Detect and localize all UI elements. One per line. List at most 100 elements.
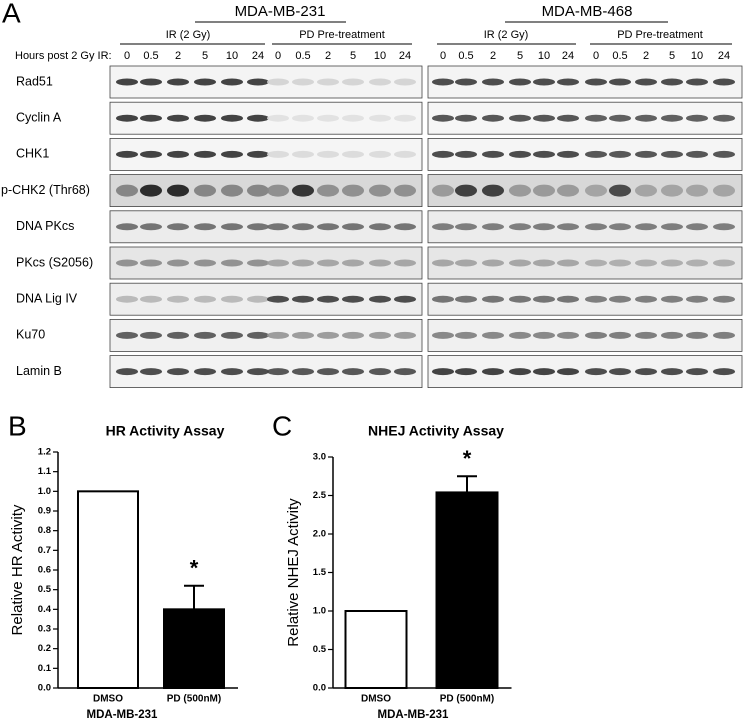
bar [77,490,139,690]
band [369,114,391,122]
band [369,295,391,303]
band [557,259,579,267]
band [292,368,314,376]
band [221,295,243,303]
band [116,295,138,303]
band [167,259,189,267]
y-tick-label: 2.5 [313,490,327,501]
band [482,295,504,303]
protein-label: p-CHK2 (Thr68) [1,183,90,197]
hour-label: 24 [399,50,411,62]
y-axis-label: Relative HR Activity [9,504,26,635]
band [533,223,555,231]
x-axis-label: MDA-MB-231 [378,709,450,721]
band [221,114,243,122]
band [247,295,269,303]
band [713,331,735,339]
y-tick-label: 0.5 [38,584,52,595]
band [140,223,162,231]
band [661,368,683,376]
band [247,78,269,86]
band [455,368,477,376]
band [713,78,735,86]
hour-label: 10 [226,50,238,62]
hour-label: 24 [718,50,730,62]
band [686,223,708,231]
y-tick-label: 0.6 [38,565,51,576]
band [609,368,631,376]
band [609,259,631,267]
band [267,78,289,86]
band [585,259,607,267]
y-tick-label: 0.5 [313,644,327,655]
band [455,295,477,303]
panel-label: C [272,410,292,441]
band [116,331,138,339]
hour-label: 5 [669,50,675,62]
band [342,295,364,303]
band [585,368,607,376]
band [292,150,314,158]
band [533,78,555,86]
band [609,295,631,303]
cell-line: MDA-MB-231 [235,3,326,20]
hour-label: 24 [562,50,574,62]
band [455,259,477,267]
x-axis-label: MDA-MB-231 [87,709,159,721]
band [509,150,531,158]
band [661,184,683,197]
band [140,259,162,267]
band [509,184,531,197]
band [661,78,683,86]
band [557,223,579,231]
band [267,223,289,231]
band [342,114,364,122]
band [432,184,454,197]
hour-label: 0 [124,50,130,62]
band [292,78,314,86]
protein-label: Lamin B [16,364,62,378]
band [194,78,216,86]
band [557,114,579,122]
protein-label: DNA Lig IV [16,291,78,305]
band [609,114,631,122]
band [140,150,162,158]
band [317,223,339,231]
band [267,295,289,303]
band [482,150,504,158]
band [661,114,683,122]
band [247,259,269,267]
y-tick-label: 0.4 [38,604,52,615]
band [686,259,708,267]
band [533,114,555,122]
band [713,114,735,122]
band [585,331,607,339]
band [317,150,339,158]
band [194,223,216,231]
band [557,331,579,339]
band [661,259,683,267]
x-tick-label: DMSO [361,694,391,705]
hour-label: 2 [175,50,181,62]
band [686,295,708,303]
band [221,78,243,86]
y-tick-label: 1.5 [313,567,327,578]
band [509,295,531,303]
band [167,184,189,197]
bar [435,491,499,690]
band [247,150,269,158]
band [194,150,216,158]
band [116,223,138,231]
band [557,295,579,303]
band [221,368,243,376]
band [167,295,189,303]
bar [344,610,408,689]
band [116,150,138,158]
band [713,223,735,231]
protein-label: Rad51 [16,74,53,88]
band [116,78,138,86]
band [609,184,631,197]
band [369,150,391,158]
